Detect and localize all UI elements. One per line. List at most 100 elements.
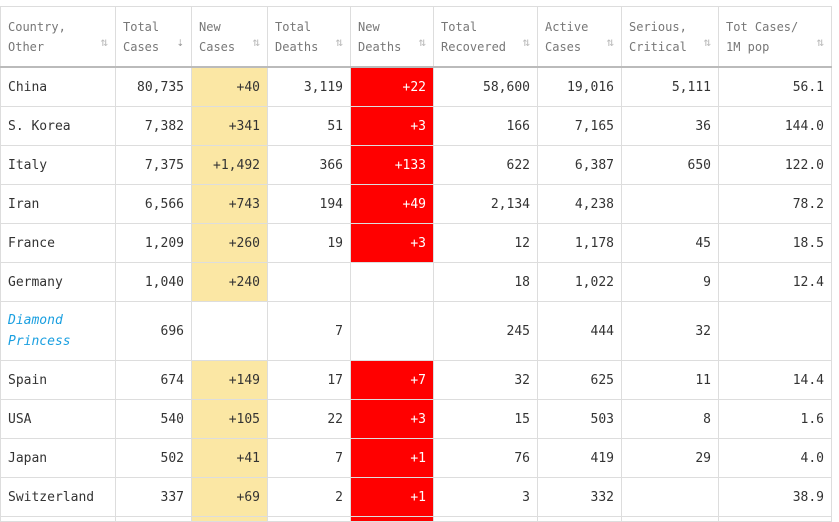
column-header-cases-per-1m[interactable]: Tot Cases/1M pop ⇅ [718, 6, 832, 68]
cell-total-deaths: 366 [267, 145, 351, 185]
column-header-total-cases[interactable]: Total Cases ⇣ [115, 6, 192, 68]
cell-active-cases: 1,178 [537, 223, 622, 263]
column-header-active-cases[interactable]: Active Cases ⇅ [537, 6, 622, 68]
sort-icon[interactable]: ⇅ [418, 35, 426, 49]
column-header-serious-critical[interactable]: Serious, Critical ⇅ [621, 6, 719, 68]
cell-serious-critical: 45 [621, 223, 719, 263]
cell-cases-per-1m: 144.0 [718, 106, 832, 146]
cell-serious-critical: 8 [621, 399, 719, 439]
table-row: Switzerland 337 +69 2 +1 3 332 38.9 [0, 477, 832, 517]
cell-serious-critical: 9 [621, 262, 719, 302]
sort-icon[interactable]: ⇅ [703, 35, 711, 49]
cell-new-cases: +341 [191, 106, 268, 146]
cell-country: China [0, 66, 116, 107]
cell-total-recovered: 622 [433, 145, 538, 185]
sort-descending-icon[interactable]: ⇣ [176, 35, 184, 49]
header-label-line1: Tot Cases/ [726, 19, 799, 34]
table-row: Japan 502 +41 7 +1 76 419 29 4.0 [0, 438, 832, 478]
header-label-line1: Serious, [629, 19, 687, 34]
cell-total-recovered: 166 [433, 106, 538, 146]
sort-icon[interactable]: ⇅ [100, 35, 108, 49]
cell-country[interactable]: Diamond Princess [0, 301, 116, 361]
column-header-country[interactable]: Country, Other ⇅ [0, 6, 116, 68]
column-header-label: Tot Cases/1M pop [726, 17, 824, 57]
cell-serious-critical: 11 [621, 360, 719, 400]
table-body: China 80,735 +40 3,119 +22 58,600 19,016 5,111 5… [0, 66, 832, 522]
cell-total-deaths: 19 [267, 223, 351, 263]
cell-total-recovered: 76 [433, 438, 538, 478]
cell-active-cases: 1,022 [537, 262, 622, 302]
cell-new-deaths: +3 [350, 223, 434, 263]
table-row: USA 540 +105 22 +3 15 503 8 1.6 [0, 399, 832, 439]
column-header-new-cases[interactable]: New Cases ⇅ [191, 6, 268, 68]
cell-country: France [0, 223, 116, 263]
cell-country: Japan [0, 438, 116, 478]
sort-icon[interactable]: ⇅ [522, 35, 530, 49]
table-row: Diamond Princess 696 7 245 444 32 [0, 301, 832, 361]
column-header-new-deaths[interactable]: New Deaths ⇅ [350, 6, 434, 68]
header-label-line2: 1M pop [726, 39, 770, 54]
cell-active-cases: 419 [537, 438, 622, 478]
header-label-line1: Total [123, 19, 160, 34]
coronavirus-stats-table: Country, Other ⇅ Total Cases ⇣ New Cases ⇅ Total D… [0, 6, 832, 522]
cell-cases-per-1m: 14.4 [718, 360, 832, 400]
cell-new-deaths [350, 262, 434, 302]
column-header-label: New Cases [199, 17, 260, 57]
cell-new-cases: +105 [191, 399, 268, 439]
cell-cases-per-1m: 56.1 [718, 66, 832, 107]
cell-total-cases: 1,209 [115, 223, 192, 263]
cell-active-cases: 7,165 [537, 106, 622, 146]
cell-total-recovered: 58,600 [433, 66, 538, 107]
table-row: S. Korea 7,382 +341 51 +3 166 7,165 36 144.0 [0, 106, 832, 146]
cell-total-cases: 80,735 [115, 66, 192, 107]
header-label-line2: Critical [629, 39, 687, 54]
cell-total-cases: 696 [115, 301, 192, 361]
sort-icon[interactable]: ⇅ [606, 35, 614, 49]
sort-icon[interactable]: ⇅ [252, 35, 260, 49]
cell-total-recovered: 12 [433, 223, 538, 263]
column-header-label: Country, Other [8, 17, 108, 57]
cell-active-cases: 332 [537, 477, 622, 517]
cell-total-deaths: 17 [267, 360, 351, 400]
cell-active-cases: 444 [537, 301, 622, 361]
header-label-line1: Country, [8, 19, 66, 34]
cell-total-deaths [267, 262, 351, 302]
table-header: Country, Other ⇅ Total Cases ⇣ New Cases ⇅ Total D… [0, 6, 832, 68]
cell-active-cases: 19,016 [537, 66, 622, 107]
cell-cases-per-1m: 18.5 [718, 223, 832, 263]
cell-new-cases: +743 [191, 184, 268, 224]
cell-total-recovered: 32 [433, 360, 538, 400]
cell-new-deaths [350, 301, 434, 361]
table-row: Italy 7,375 +1,492 366 +133 622 6,387 650 122.0 [0, 145, 832, 185]
cell-country: Germany [0, 262, 116, 302]
column-header-total-recovered[interactable]: Total Recovered ⇅ [433, 6, 538, 68]
cell-new-deaths: +22 [350, 66, 434, 107]
cell-new-deaths: +1 [350, 477, 434, 517]
cell-serious-critical: 32 [621, 301, 719, 361]
header-label-line2: Other [8, 39, 45, 54]
header-label-line2: Deaths [275, 39, 319, 54]
column-header-label: Total Recovered [441, 17, 530, 57]
column-header-total-deaths[interactable]: Total Deaths ⇅ [267, 6, 351, 68]
cell-active-cases: 625 [537, 360, 622, 400]
cell-new-cases: +1,492 [191, 145, 268, 185]
cell-total-cases: 502 [115, 438, 192, 478]
sort-icon[interactable]: ⇅ [335, 35, 343, 49]
sort-icon[interactable]: ⇅ [816, 35, 824, 49]
cell-serious-critical [621, 184, 719, 224]
cell-cases-per-1m: 12.4 [718, 262, 832, 302]
header-label-line1: Active [545, 19, 589, 34]
cell-total-cases: 7,382 [115, 106, 192, 146]
header-row: Country, Other ⇅ Total Cases ⇣ New Cases ⇅ Total D… [0, 6, 832, 68]
cell-active-cases: 4,238 [537, 184, 622, 224]
table-row: Spain 674 +149 17 +7 32 625 11 14.4 [0, 360, 832, 400]
header-label-line2: Recovered [441, 39, 507, 54]
cell-new-cases: +240 [191, 262, 268, 302]
column-header-label: Total Cases [123, 17, 184, 57]
cell-active-cases: 503 [537, 399, 622, 439]
cell-total-recovered: 3 [433, 477, 538, 517]
cell-cases-per-1m: 78.2 [718, 184, 832, 224]
table-row: Iran 6,566 +743 194 +49 2,134 4,238 78.2 [0, 184, 832, 224]
header-label-line1: New [199, 19, 221, 34]
cell-total-deaths: 7 [267, 301, 351, 361]
